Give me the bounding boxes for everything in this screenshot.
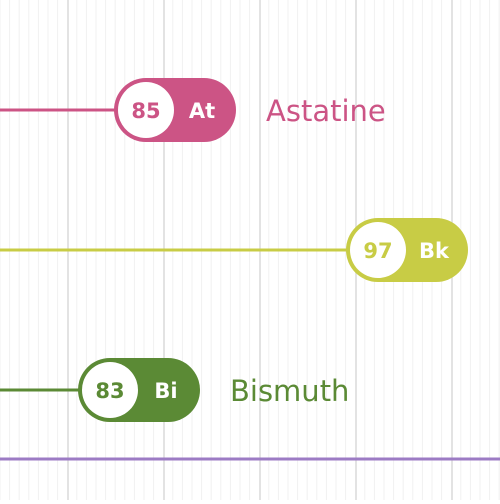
atomic-number-circle	[82, 362, 138, 418]
element-symbol-label: Bk	[419, 239, 450, 263]
series-bismuth: 83 Bi Bismuth	[0, 358, 349, 422]
atomic-number-label: 83	[95, 379, 124, 403]
element-symbol-label: At	[189, 99, 215, 123]
series-astatine: 85 At Astatine	[0, 78, 386, 142]
atomic-number-circle	[118, 82, 174, 138]
atomic-number-label: 85	[131, 99, 160, 123]
atomic-number-circle	[350, 222, 406, 278]
element-name-label: Bismuth	[230, 374, 349, 408]
series-group: 85 At Astatine 97 Bk 83 Bi Bismuth	[0, 78, 500, 461]
element-symbol-label: Bi	[154, 379, 177, 403]
series-berkelium: 97 Bk	[0, 218, 468, 282]
element-name-label: Astatine	[266, 94, 386, 128]
atomic-number-label: 97	[363, 239, 392, 263]
